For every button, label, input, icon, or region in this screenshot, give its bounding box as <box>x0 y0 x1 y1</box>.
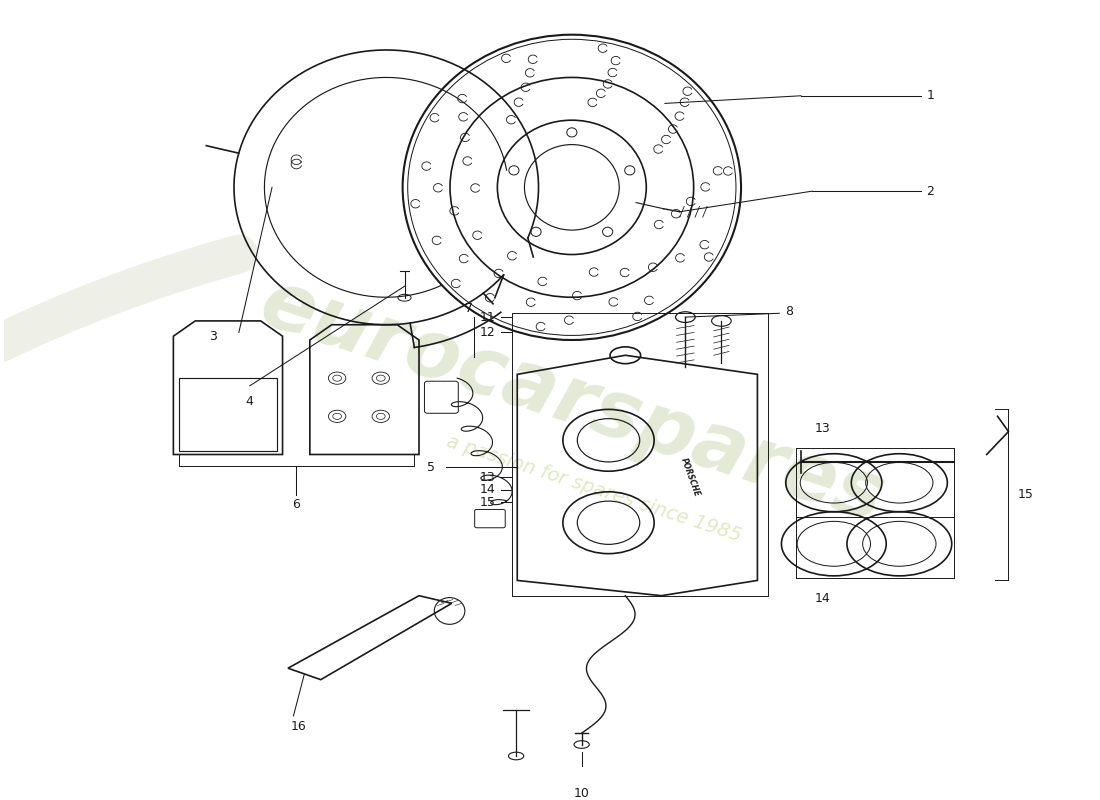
Text: 5: 5 <box>428 461 436 474</box>
Text: 12: 12 <box>480 326 495 339</box>
Text: a passion for spares since 1985: a passion for spares since 1985 <box>443 432 744 546</box>
Text: 13: 13 <box>480 471 495 484</box>
Text: 16: 16 <box>292 720 307 733</box>
Text: 1: 1 <box>926 90 935 102</box>
Text: 14: 14 <box>815 592 830 605</box>
Text: 13: 13 <box>815 422 830 434</box>
Text: 10: 10 <box>574 786 590 799</box>
Text: 15: 15 <box>480 496 495 509</box>
Text: 7: 7 <box>465 302 473 315</box>
Text: PORSCHE: PORSCHE <box>679 457 702 498</box>
Text: 11: 11 <box>480 310 495 324</box>
Text: eurocarspares: eurocarspares <box>251 263 893 538</box>
Text: 15: 15 <box>1018 488 1033 501</box>
Text: 3: 3 <box>209 330 217 342</box>
Text: 4: 4 <box>246 395 254 408</box>
Text: 6: 6 <box>293 498 300 511</box>
Text: 14: 14 <box>480 483 495 496</box>
Text: 8: 8 <box>784 306 793 318</box>
Text: 2: 2 <box>926 185 935 198</box>
